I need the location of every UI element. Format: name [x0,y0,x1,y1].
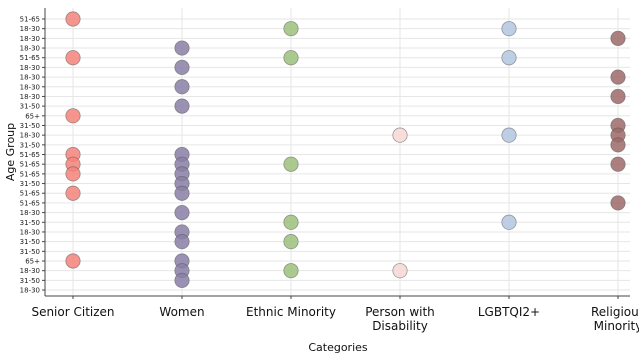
y-tick-label: 65+ [25,112,40,120]
y-tick-label: 18-30 [20,93,40,101]
y-tick-label: 51-65 [20,151,40,159]
y-tick-label: 51-65 [20,199,40,207]
data-point [283,156,299,172]
x-tick-label: ReligiousMinority [591,305,639,333]
data-point [174,185,190,201]
y-tick-label: 31-50 [20,180,40,188]
y-tick-label: 18-30 [20,45,40,53]
data-point [283,50,299,66]
data-point [174,40,190,56]
y-tick-label: 18-30 [20,228,40,236]
data-point [501,214,517,230]
data-point [610,88,626,105]
data-point [501,21,517,37]
data-point [392,263,408,279]
x-tick-label: LGBTQI2+ [478,305,540,319]
y-tick-label: 18-30 [20,132,40,140]
data-point [174,98,190,114]
data-point [283,234,299,250]
data-point [65,185,81,201]
data-point [174,79,190,95]
y-tick-label: 51-65 [20,54,40,62]
data-point [610,30,626,46]
y-tick-label: 18-30 [20,35,40,43]
x-tick-label: Senior Citizen [31,305,114,319]
data-point [610,156,626,172]
data-point [65,11,81,27]
data-point [610,137,626,153]
y-tick-label: 31-50 [20,238,40,246]
y-tick-label: 31-50 [20,103,40,111]
data-point [283,21,299,37]
data-point [610,69,626,85]
y-tick-label: 31-50 [20,248,40,256]
data-point [174,272,190,288]
y-tick-label: 31-50 [20,277,40,285]
y-tick-label: 31-50 [20,141,40,149]
y-tick-label: 31-50 [20,122,40,130]
x-tick-label: Women [159,305,204,319]
data-point [392,127,408,143]
data-point [501,50,517,66]
data-point [174,59,190,76]
y-tick-label: 51-65 [20,16,40,24]
data-point [610,195,626,211]
data-point [65,50,81,66]
x-tick-label: Ethnic Minority [246,305,336,319]
y-tick-label: 18-30 [20,83,40,91]
data-point [283,263,299,279]
y-tick-label: 31-50 [20,219,40,227]
y-tick-label: 51-65 [20,170,40,178]
data-point [65,108,81,124]
y-tick-label: 18-30 [20,287,40,295]
y-tick-label: 18-30 [20,74,40,82]
data-point [65,166,81,182]
y-tick-label: 18-30 [20,64,40,72]
data-point [174,205,190,221]
data-point [283,214,299,230]
x-axis-label: Categories [308,341,368,353]
data-point [65,253,81,269]
x-tick-label: Person with Disability [365,305,435,333]
y-tick-label: 18-30 [20,267,40,275]
y-tick-label: 18-30 [20,209,40,217]
y-tick-label: 65+ [25,258,40,266]
y-tick-label: 18-30 [20,25,40,33]
data-point [174,234,190,250]
y-tick-label: 51-65 [20,161,40,169]
data-point [501,127,517,143]
y-axis-label: Age Group [4,123,17,181]
y-tick-label: 51-65 [20,190,40,198]
